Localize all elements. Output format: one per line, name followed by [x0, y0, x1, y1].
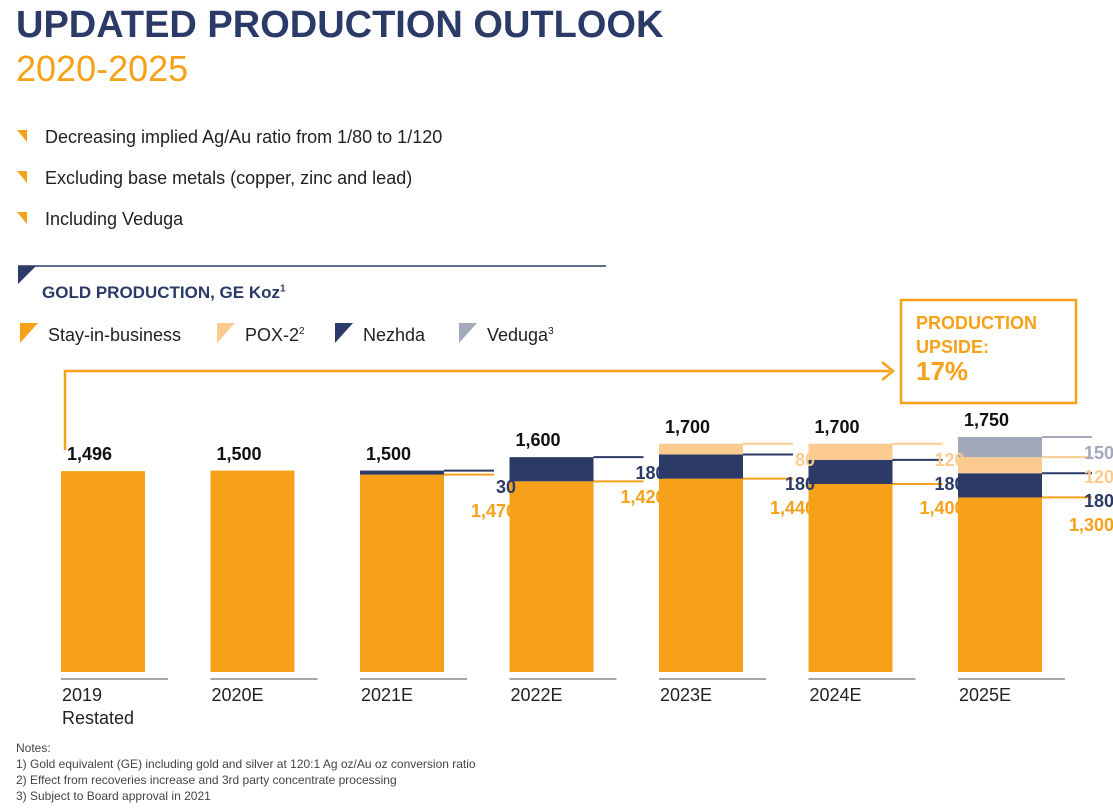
bullet-marker	[17, 212, 27, 224]
note: 3) Subject to Board approval in 2021	[16, 789, 211, 803]
segment-label: 120	[934, 449, 965, 470]
bar-segment	[808, 459, 893, 484]
x-tick-label: 2023E	[660, 685, 713, 705]
segment-label: 180	[635, 463, 666, 484]
x-tick-label: 2019 Restated	[62, 685, 135, 728]
legend-marker	[217, 323, 235, 343]
total-label: 1,750	[964, 410, 1010, 430]
bar-segment	[659, 443, 743, 455]
total-label: 1,496	[67, 444, 113, 465]
footnote-ref: 2	[299, 326, 305, 337]
segment-label: 150	[1083, 443, 1113, 463]
notes-title: Notes:	[16, 741, 51, 755]
legend-label: Veduga	[487, 325, 549, 345]
bullet: Decreasing implied Ag/Au ratio from 1/80…	[45, 127, 443, 147]
bar-segment	[808, 443, 893, 460]
bar-segment	[958, 497, 1042, 672]
legend-marker	[335, 323, 353, 343]
annotation-label: PRODUCTION UPSIDE:	[916, 313, 1037, 357]
segment-label: 1,400	[919, 497, 965, 518]
legend-entry: POX-22	[245, 325, 305, 346]
notes: Notes: 1) Gold equivalent (GE) including…	[16, 740, 476, 804]
legend-entry: Stay-in-business	[48, 325, 181, 346]
note: 1) Gold equivalent (GE) including gold a…	[16, 757, 476, 771]
bar-segment	[958, 473, 1042, 498]
bar-segment	[659, 478, 743, 672]
note: 2) Effect from recoveries increase and 3…	[16, 773, 397, 787]
segment-label: 1,300	[1068, 515, 1113, 535]
legend-label: Nezhda	[363, 325, 426, 345]
bar-segment	[210, 470, 295, 672]
total-label: 1,700	[814, 416, 860, 437]
bullet-marker	[17, 130, 27, 142]
segment-label: 80	[794, 449, 815, 470]
total-label: 1,700	[665, 416, 711, 437]
bullet: Excluding base metals (copper, zinc and …	[45, 168, 413, 188]
total-label: 1,500	[216, 443, 262, 464]
legend-label: Stay-in-business	[48, 325, 182, 345]
legend-marker	[459, 323, 477, 343]
legend-entry: Veduga3	[487, 325, 554, 346]
section-marker	[18, 266, 36, 284]
bar-segment	[509, 481, 594, 672]
footnote-ref: 3	[548, 326, 554, 337]
bar-segment	[958, 457, 1042, 474]
x-tick-label: 2022E	[510, 685, 563, 705]
footnote-ref: 1	[280, 283, 286, 295]
subtitle: 2020-2025	[16, 48, 189, 89]
x-tick-label: 2021E	[361, 685, 414, 705]
bar-segment	[360, 474, 444, 672]
x-tick-label: 2024E	[809, 685, 862, 705]
bar-segment	[958, 437, 1042, 458]
legend-marker	[20, 323, 38, 343]
annotation-value: 17%	[916, 356, 969, 386]
bar-segment	[360, 470, 444, 475]
x-tick-label: 2020E	[211, 685, 264, 705]
bullet: Including Veduga	[45, 209, 184, 229]
annotation: PRODUCTION UPSIDE: 17%	[916, 311, 1066, 386]
bar-segment	[808, 484, 893, 672]
segment-label: 1,440	[769, 497, 815, 518]
segment-label: 180	[1083, 491, 1113, 511]
segment-label: 30	[495, 476, 516, 497]
total-label: 1,600	[515, 430, 561, 451]
bullet-marker	[17, 171, 27, 183]
legend-label: POX-2	[245, 325, 300, 345]
segment-label: 120	[1083, 467, 1113, 487]
legend-entry: Nezhda	[363, 325, 425, 346]
x-tick-label: 2025E	[959, 685, 1012, 705]
bar-segment	[509, 457, 594, 482]
segment-label: 1,420	[620, 487, 666, 508]
chart-title: GOLD PRODUCTION, GE Koz1	[42, 283, 286, 303]
bar-segment	[61, 471, 145, 672]
chart-title-text: GOLD PRODUCTION, GE Koz	[42, 283, 280, 302]
total-label: 1,500	[366, 443, 412, 464]
arrow-head	[881, 361, 895, 381]
segment-label: 1,470	[470, 500, 516, 521]
upside-box	[899, 298, 1078, 405]
title: UPDATED PRODUCTION OUTLOOK	[16, 4, 664, 46]
segment-label: 180	[784, 473, 815, 494]
segment-label: 180	[934, 473, 965, 494]
bar-segment	[659, 454, 743, 479]
upside-arrow	[63, 369, 890, 450]
